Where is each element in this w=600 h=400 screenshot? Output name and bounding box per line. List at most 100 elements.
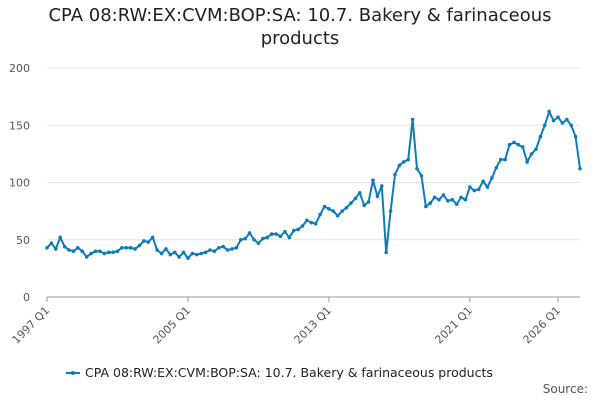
point: [243, 236, 248, 241]
point: [507, 142, 512, 147]
point: [353, 196, 358, 201]
point: [98, 249, 102, 253]
point: [208, 248, 212, 252]
point: [212, 249, 217, 253]
point: [177, 255, 181, 259]
point: [194, 252, 199, 257]
point: [252, 237, 256, 242]
point: [142, 239, 146, 243]
point: [133, 247, 137, 251]
point: [256, 241, 261, 245]
point: [415, 166, 419, 171]
point: [291, 228, 296, 233]
point: [318, 212, 322, 217]
x-tick-label: 2005 Q1: [151, 304, 194, 347]
point: [274, 232, 278, 236]
point: [463, 197, 468, 202]
point: [76, 245, 80, 250]
point: [203, 250, 208, 255]
point: [84, 255, 89, 259]
point: [428, 201, 433, 205]
point: [393, 172, 397, 177]
point: [261, 236, 265, 241]
point: [225, 248, 230, 252]
point: [115, 249, 120, 253]
point: [494, 165, 499, 170]
point: [516, 142, 521, 147]
point: [159, 251, 164, 256]
point: [520, 145, 525, 149]
point: [287, 235, 292, 240]
point: [93, 249, 98, 253]
x-tick-label: 2013 Q1: [292, 304, 335, 347]
point: [137, 243, 142, 248]
point: [327, 207, 331, 211]
point: [542, 123, 547, 128]
point: [128, 245, 133, 250]
point: [402, 160, 406, 164]
point: [560, 121, 565, 125]
point: [366, 200, 371, 204]
point: [437, 197, 441, 202]
point: [362, 203, 366, 208]
point: [419, 173, 424, 178]
point: [234, 245, 239, 250]
point: [547, 109, 551, 114]
point: [410, 117, 415, 122]
point: [512, 140, 516, 145]
point: [278, 234, 283, 239]
point: [556, 115, 560, 120]
point: [283, 229, 287, 234]
y-tick-label: 200: [9, 62, 30, 75]
point: [459, 195, 463, 200]
point: [569, 123, 573, 128]
point: [216, 245, 221, 250]
legend-label: CPA 08:RW:EX:CVM:BOP:SA: 10.7. Bakery & …: [85, 365, 493, 380]
point: [388, 209, 393, 213]
point: [446, 199, 450, 203]
source: Source:: [543, 382, 588, 396]
point: [239, 237, 243, 242]
point: [305, 218, 309, 223]
point: [503, 157, 507, 162]
point: [454, 202, 459, 207]
point: [551, 118, 556, 123]
point: [357, 191, 362, 195]
point: [45, 245, 49, 250]
point: [485, 185, 490, 189]
point: [300, 224, 305, 228]
point: [371, 178, 375, 183]
point: [49, 241, 54, 245]
point: [67, 248, 71, 252]
point: [476, 187, 481, 192]
y-tick-label: 0: [23, 291, 30, 304]
point: [375, 194, 380, 199]
x-tick-label: 1997 Q1: [10, 304, 53, 347]
point: [322, 204, 327, 209]
point: [406, 157, 411, 162]
chart-title: CPA 08:RW:EX:CVM:BOP:SA: 10.7. Bakery & …: [48, 5, 552, 49]
point: [564, 117, 569, 122]
y-tick-label: 50: [16, 234, 30, 247]
point: [296, 227, 300, 232]
point: [102, 251, 107, 256]
point: [120, 245, 124, 250]
point: [450, 197, 455, 202]
point: [164, 247, 168, 251]
point: [58, 235, 63, 240]
point: [199, 251, 203, 256]
point: [397, 163, 402, 168]
point: [384, 250, 388, 255]
point: [432, 195, 437, 200]
point: [80, 249, 85, 253]
point: [349, 201, 353, 205]
point: [498, 157, 503, 162]
point: [155, 248, 159, 252]
point: [89, 251, 93, 256]
point: [379, 184, 384, 188]
point: [62, 244, 67, 249]
point: [335, 213, 340, 218]
point: [534, 147, 538, 152]
point: [573, 134, 578, 139]
